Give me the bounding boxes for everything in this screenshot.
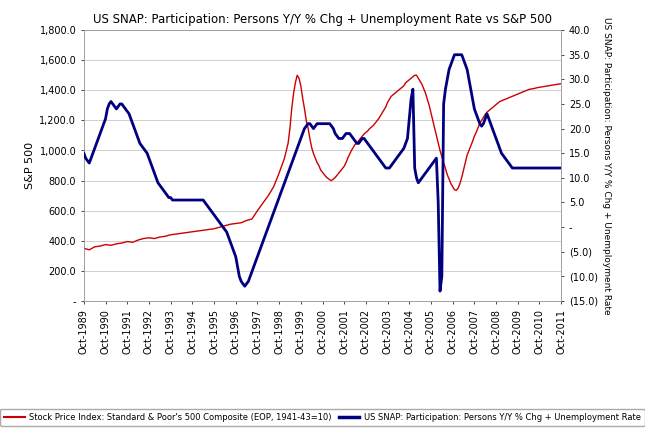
Y-axis label: S&P 500: S&P 500 bbox=[25, 142, 35, 189]
Title: US SNAP: Participation: Persons Y/Y % Chg + Unemployment Rate vs S&P 500: US SNAP: Participation: Persons Y/Y % Ch… bbox=[93, 13, 552, 26]
Y-axis label: US SNAP: Participation: Persons Y/Y % Chg + Unemployment Rate: US SNAP: Participation: Persons Y/Y % Ch… bbox=[602, 17, 611, 314]
Legend: Stock Price Index: Standard & Poor's 500 Composite (EOP, 1941-43=10), US SNAP: P: Stock Price Index: Standard & Poor's 500… bbox=[0, 408, 645, 426]
